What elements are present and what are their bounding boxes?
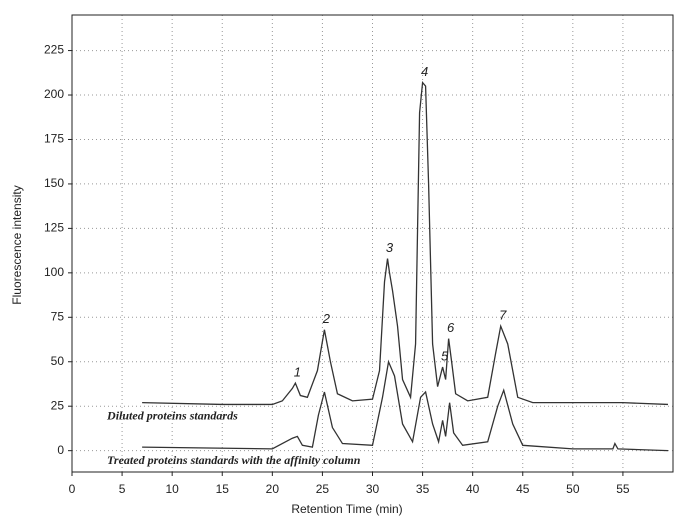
x-tick-label: 45 <box>516 482 530 496</box>
peak-label: 2 <box>322 311 331 326</box>
peak-label: 1 <box>294 365 301 380</box>
x-tick-label: 10 <box>165 482 179 496</box>
x-tick-label: 35 <box>416 482 430 496</box>
peak-label: 3 <box>386 240 394 255</box>
series-line <box>142 359 669 452</box>
x-tick-label: 20 <box>266 482 280 496</box>
x-tick-label: 5 <box>119 482 126 496</box>
y-tick-label: 125 <box>44 221 64 235</box>
y-tick-label: 225 <box>44 43 64 57</box>
x-axis-label: Retention Time (min) <box>291 502 402 516</box>
y-tick-label: 75 <box>51 309 65 323</box>
plot-frame <box>71 14 674 473</box>
y-tick-label: 0 <box>57 443 64 457</box>
peak-label: 6 <box>447 320 455 335</box>
series-label: Diluted proteins standards <box>106 408 238 422</box>
y-tick-label: 50 <box>51 354 65 368</box>
series-line <box>142 80 669 406</box>
y-axis-label: Fluorescence intensity <box>10 185 24 304</box>
y-tick-label: 200 <box>44 87 64 101</box>
series-label: Treated proteins standards with the affi… <box>107 453 361 467</box>
x-tick-label: 25 <box>316 482 330 496</box>
x-tick-label: 55 <box>616 482 630 496</box>
x-tick-label: 40 <box>466 482 480 496</box>
y-tick-label: 175 <box>44 132 64 146</box>
y-tick-label: 150 <box>44 176 64 190</box>
peak-label: 4 <box>421 64 428 79</box>
y-tick-label: 25 <box>51 398 65 412</box>
y-tick-label: 100 <box>44 265 64 279</box>
x-tick-label: 0 <box>69 482 76 496</box>
peak-label: 5 <box>441 349 449 364</box>
x-tick-label: 30 <box>366 482 380 496</box>
peak-label: 7 <box>499 308 507 323</box>
x-tick-label: 50 <box>566 482 580 496</box>
x-tick-label: 15 <box>216 482 230 496</box>
